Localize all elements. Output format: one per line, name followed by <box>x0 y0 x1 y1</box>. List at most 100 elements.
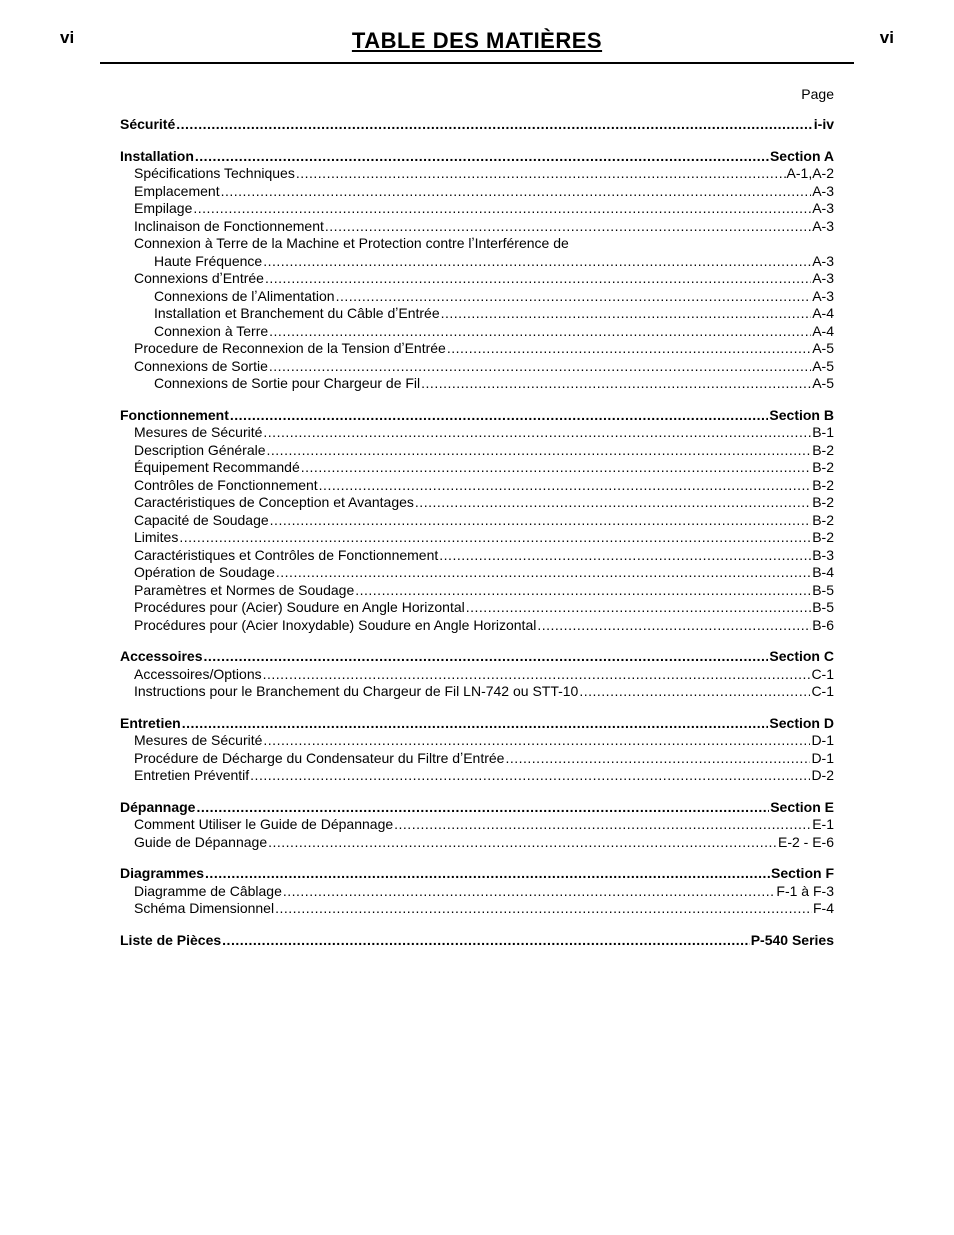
toc-entry-page: B-4 <box>812 564 834 582</box>
toc-entry-label: Connexion à Terre <box>154 323 268 341</box>
toc-entry-page: A-3 <box>812 253 834 271</box>
toc-entry-page: B-6 <box>812 617 834 635</box>
toc-row: Instructions pour le Branchement du Char… <box>120 683 834 701</box>
toc-leader-dots <box>263 424 811 442</box>
toc-row: Connexion à Terre A-4 <box>120 323 834 341</box>
toc-row: Diagramme de Câblage F-1 à F-3 <box>120 883 834 901</box>
toc-row: EntretienSection D <box>120 715 834 733</box>
toc-row: Capacité de SoudageB-2 <box>120 512 834 530</box>
toc-entry-label: Description Générale <box>134 442 266 460</box>
toc-row: Procédures pour (Acier Inoxydable) Soudu… <box>120 617 834 635</box>
page-number-right: vi <box>880 28 894 54</box>
toc-row: Connexions de lʼAlimentationA-3 <box>120 288 834 306</box>
toc-entry-label: Connexions de Sortie <box>134 358 268 376</box>
toc-group: FonctionnementSection BMesures de Sécuri… <box>120 407 834 635</box>
toc-leader-dots <box>336 288 812 306</box>
toc-entry-label: Liste de Pièces <box>120 932 221 950</box>
toc-leader-dots <box>196 799 769 817</box>
toc-page: vi TABLE DES MATIÈRES vi Page Sécuritéi-… <box>0 0 954 1235</box>
toc-leader-dots <box>276 564 811 582</box>
toc-row: Connexions dʼEntrée A-3 <box>120 270 834 288</box>
toc-entry-label: Limites <box>134 529 178 547</box>
toc-entry-page: A-4 <box>812 305 834 323</box>
toc-leader-dots <box>439 547 811 565</box>
toc-leader-dots <box>222 932 750 950</box>
toc-leader-dots <box>176 116 813 134</box>
toc-leader-dots <box>265 270 811 288</box>
toc-row: Liste de PiècesP-540 Series <box>120 932 834 950</box>
toc-entry-label: Schéma Dimensionnel <box>134 900 274 918</box>
toc-row: Haute FréquenceA-3 <box>120 253 834 271</box>
toc-entry-label: Procedure de Reconnexion de la Tension d… <box>134 340 446 358</box>
toc-leader-dots <box>204 648 769 666</box>
toc-row: DépannageSection E <box>120 799 834 817</box>
toc-entry-page: A-4 <box>812 323 834 341</box>
toc-row: Procédures pour (Acier) Soudure en Angle… <box>120 599 834 617</box>
toc-entry-label: Contrôles de Fonctionnement <box>134 477 318 495</box>
toc-row: Paramètres et Normes de SoudageB-5 <box>120 582 834 600</box>
toc-entry-label: Inclinaison de Fonctionnement <box>134 218 324 236</box>
toc-leader-dots <box>505 750 810 768</box>
toc-entry-page: D-1 <box>811 750 834 768</box>
toc-entry-page: A-3 <box>812 218 834 236</box>
toc-entry-label: Spécifications Techniques <box>134 165 295 183</box>
toc-entry-page: A-3 <box>812 270 834 288</box>
toc-leader-dots <box>579 683 810 701</box>
toc-row: Opération de Soudage B-4 <box>120 564 834 582</box>
toc-row: Sécuritéi-iv <box>120 116 834 134</box>
toc-leader-dots <box>250 767 810 785</box>
toc-leader-dots <box>205 865 770 883</box>
toc-group: DiagrammesSection FDiagramme de CâblageF… <box>120 865 834 918</box>
toc-leader-dots <box>195 148 769 166</box>
toc-entry-page: Section C <box>769 648 834 666</box>
toc-row: Schéma Dimensionnel F-4 <box>120 900 834 918</box>
toc-row: AccessoiresSection C <box>120 648 834 666</box>
toc-entry-page: F-1 à F-3 <box>776 883 834 901</box>
toc-entry-label: Opération de Soudage <box>134 564 275 582</box>
toc-row: Mesures de SécuritéB-1 <box>120 424 834 442</box>
toc-group: AccessoiresSection CAccessoires/OptionsC… <box>120 648 834 701</box>
toc-group: Sécuritéi-iv <box>120 116 834 134</box>
toc-entry-label: Caractéristiques de Conception et Avanta… <box>134 494 414 512</box>
toc-group: Liste de PiècesP-540 Series <box>120 932 834 950</box>
header-row: vi TABLE DES MATIÈRES vi <box>60 28 894 54</box>
toc-entry-page: A-3 <box>812 200 834 218</box>
toc-entry-page: A-5 <box>812 375 834 393</box>
toc-row: Spécifications Techniques A-1,A-2 <box>120 165 834 183</box>
toc-leader-dots <box>230 407 769 425</box>
toc-row: Accessoires/OptionsC-1 <box>120 666 834 684</box>
toc-entry-label: Accessoires/Options <box>134 666 262 684</box>
title-underline-rule <box>100 62 854 64</box>
toc-entry-page: B-3 <box>812 547 834 565</box>
toc-entry-label: Fonctionnement <box>120 407 229 425</box>
toc-entry-page: C-1 <box>811 683 834 701</box>
toc-row: Inclinaison de Fonctionnement A-3 <box>120 218 834 236</box>
toc-entry-page: B-2 <box>812 442 834 460</box>
page-column-label: Page <box>120 86 834 102</box>
toc-row: Connexions de SortieA-5 <box>120 358 834 376</box>
toc-entry-page: A-1,A-2 <box>787 165 834 183</box>
toc-leader-dots <box>466 599 811 617</box>
toc-entry-label: Capacité de Soudage <box>134 512 269 530</box>
toc-entry-label: Mesures de Sécurité <box>134 732 262 750</box>
toc-entry-page: B-1 <box>812 424 834 442</box>
toc-row: InstallationSection A <box>120 148 834 166</box>
toc-entry-page: F-4 <box>813 900 834 918</box>
toc-entry-page: E-1 <box>812 816 834 834</box>
toc-entry-page: D-2 <box>811 767 834 785</box>
toc-entry-label: Diagrammes <box>120 865 204 883</box>
toc-entry-page: E-2 - E-6 <box>778 834 834 852</box>
toc-row: Mesures de SécuritéD-1 <box>120 732 834 750</box>
toc-entry-label: Diagramme de Câblage <box>134 883 282 901</box>
toc-leader-dots <box>263 253 811 271</box>
toc-row: Installation et Branchement du Câble dʼE… <box>120 305 834 323</box>
toc-entry-label: Connexions dʼEntrée <box>134 270 264 288</box>
toc-leader-dots <box>394 816 811 834</box>
toc-entry-label: Procédures pour (Acier Inoxydable) Soudu… <box>134 617 536 635</box>
toc-entry-page: Section D <box>769 715 834 733</box>
toc-entry-label: Entretien Préventif <box>134 767 249 785</box>
toc-entry-label: Sécurité <box>120 116 175 134</box>
toc-leader-dots <box>355 582 811 600</box>
toc-leader-dots <box>301 459 811 477</box>
toc-entry-label: Emplacement <box>134 183 220 201</box>
